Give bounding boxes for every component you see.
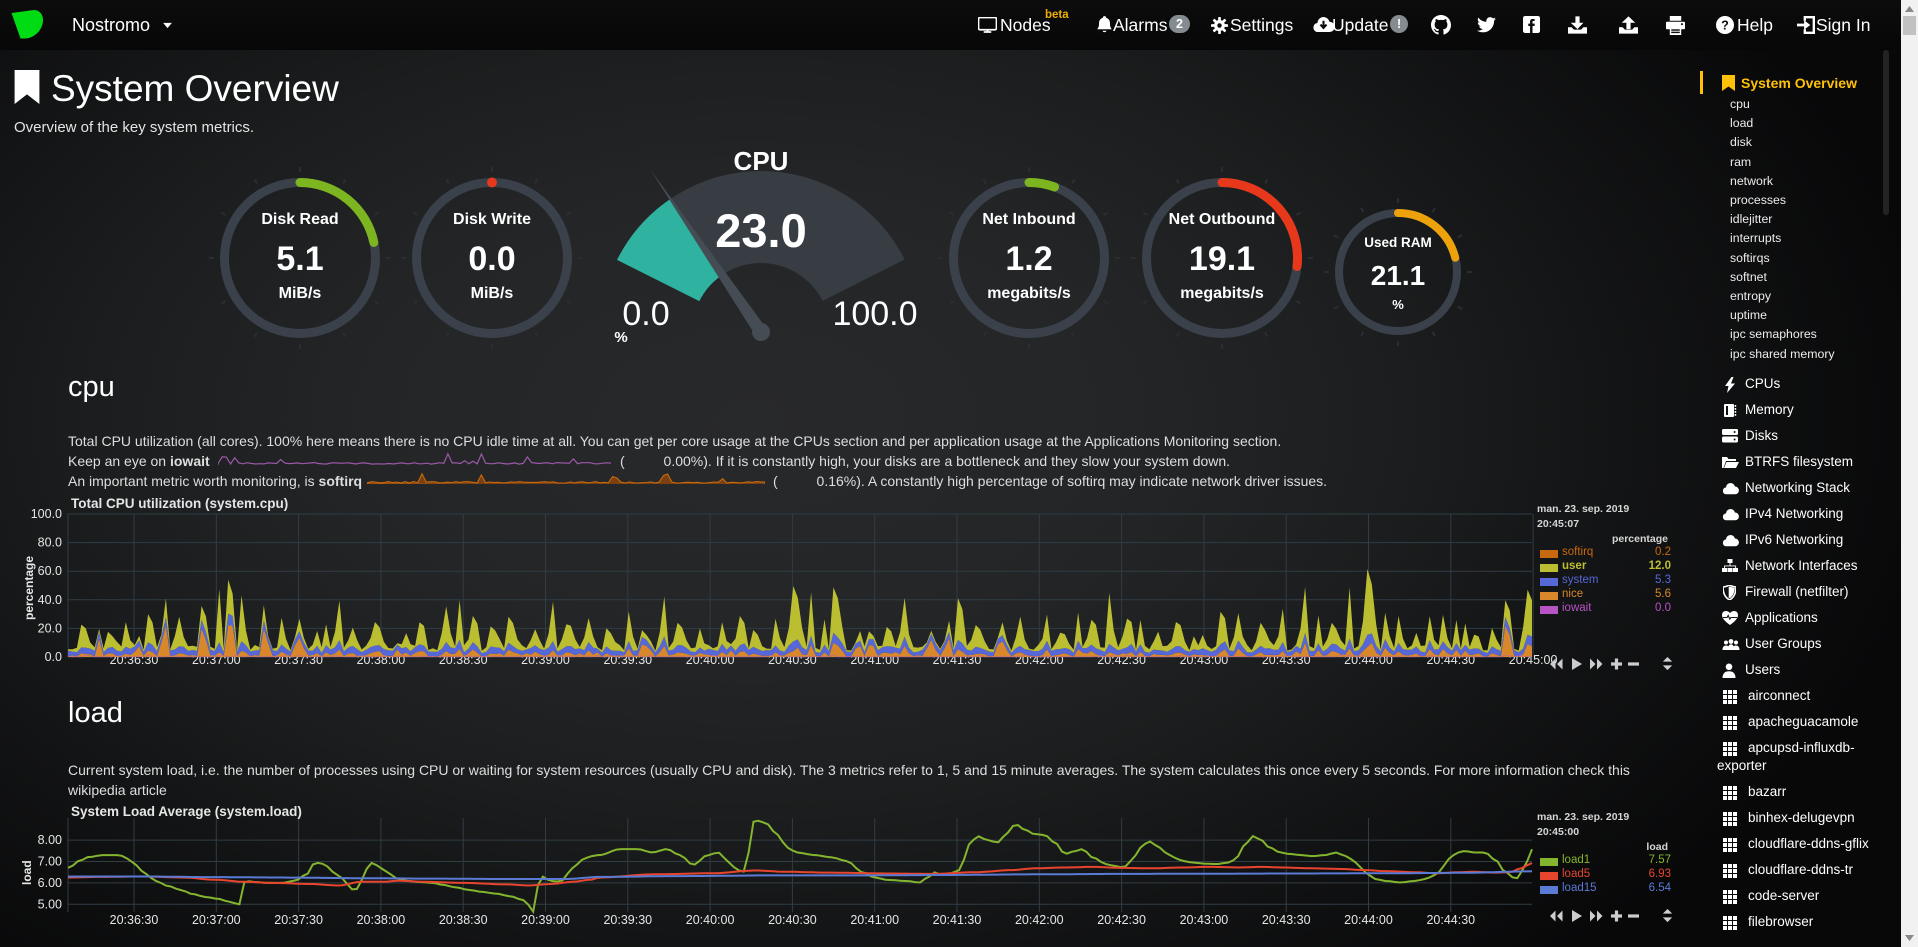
svg-text:20:42:00: 20:42:00	[1015, 913, 1064, 927]
svg-text:%: %	[1392, 297, 1404, 312]
svg-text:20:39:00: 20:39:00	[521, 913, 570, 927]
svg-text:20:39:30: 20:39:30	[603, 913, 652, 927]
svg-text:20:42:30: 20:42:30	[1097, 913, 1146, 927]
svg-text:20:38:30: 20:38:30	[439, 913, 488, 927]
svg-text:?: ?	[1721, 19, 1729, 33]
svg-text:Total CPU utilization (system.: Total CPU utilization (system.cpu)	[71, 496, 288, 511]
svg-text:40.0: 40.0	[38, 593, 62, 607]
svg-text:20:43:30: 20:43:30	[1262, 913, 1311, 927]
svg-text:1.2: 1.2	[1005, 240, 1052, 278]
svg-text:80.0: 80.0	[38, 536, 62, 550]
svg-text:100.0: 100.0	[31, 507, 62, 521]
svg-text:60.0: 60.0	[38, 564, 62, 578]
svg-text:megabits/s: megabits/s	[1180, 285, 1264, 302]
svg-text:20:41:00: 20:41:00	[850, 913, 899, 927]
svg-text:Net Inbound: Net Inbound	[982, 211, 1075, 228]
svg-text:20:40:30: 20:40:30	[768, 913, 817, 927]
svg-text:System Load Average (system.lo: System Load Average (system.load)	[71, 805, 302, 819]
svg-text:Disk Write: Disk Write	[453, 211, 531, 228]
svg-text:Used RAM: Used RAM	[1364, 235, 1432, 250]
svg-text:21.1: 21.1	[1371, 260, 1426, 291]
svg-text:20:37:00: 20:37:00	[192, 913, 241, 927]
svg-text:20:36:30: 20:36:30	[110, 913, 159, 927]
svg-text:megabits/s: megabits/s	[987, 285, 1071, 302]
svg-text:0.0: 0.0	[45, 650, 62, 664]
svg-text:20:44:30: 20:44:30	[1426, 913, 1475, 927]
svg-text:MiB/s: MiB/s	[471, 285, 514, 302]
svg-text:5.1: 5.1	[276, 240, 323, 278]
svg-text:5.00: 5.00	[38, 897, 62, 911]
svg-text:20.0: 20.0	[38, 621, 62, 635]
svg-text:6.00: 6.00	[38, 876, 62, 890]
svg-text:8.00: 8.00	[38, 833, 62, 847]
svg-text:20:43:00: 20:43:00	[1180, 913, 1229, 927]
svg-text:7.00: 7.00	[38, 855, 62, 869]
svg-text:20:37:30: 20:37:30	[274, 913, 323, 927]
svg-text:20:44:00: 20:44:00	[1344, 913, 1393, 927]
svg-text:20:41:30: 20:41:30	[933, 913, 982, 927]
svg-text:Disk Read: Disk Read	[261, 211, 338, 228]
svg-text:20:38:00: 20:38:00	[357, 913, 406, 927]
svg-text:20:40:00: 20:40:00	[686, 913, 735, 927]
svg-text:MiB/s: MiB/s	[279, 285, 322, 302]
svg-text:Net Outbound: Net Outbound	[1169, 211, 1276, 228]
svg-text:19.1: 19.1	[1189, 240, 1255, 278]
svg-text:0.0: 0.0	[468, 240, 515, 278]
